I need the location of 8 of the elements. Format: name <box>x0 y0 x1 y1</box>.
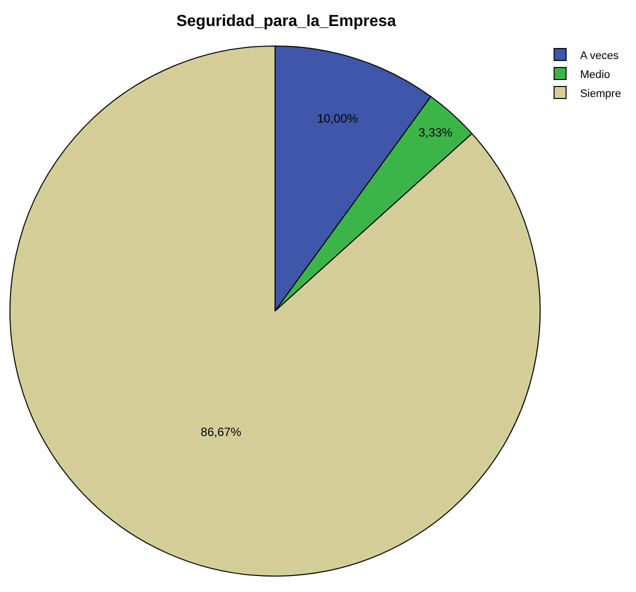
legend-label: A veces <box>580 50 620 62</box>
legend-label: Medio <box>580 68 610 81</box>
data-label: 3,33% <box>418 126 453 140</box>
data-label: 86,67% <box>200 425 242 440</box>
chart-title: Seguridad_para_la_Empresa <box>176 13 396 30</box>
legend-label: Siempre <box>580 88 622 100</box>
data-label: 10,00% <box>317 111 358 126</box>
pie-slice <box>10 45 540 576</box>
